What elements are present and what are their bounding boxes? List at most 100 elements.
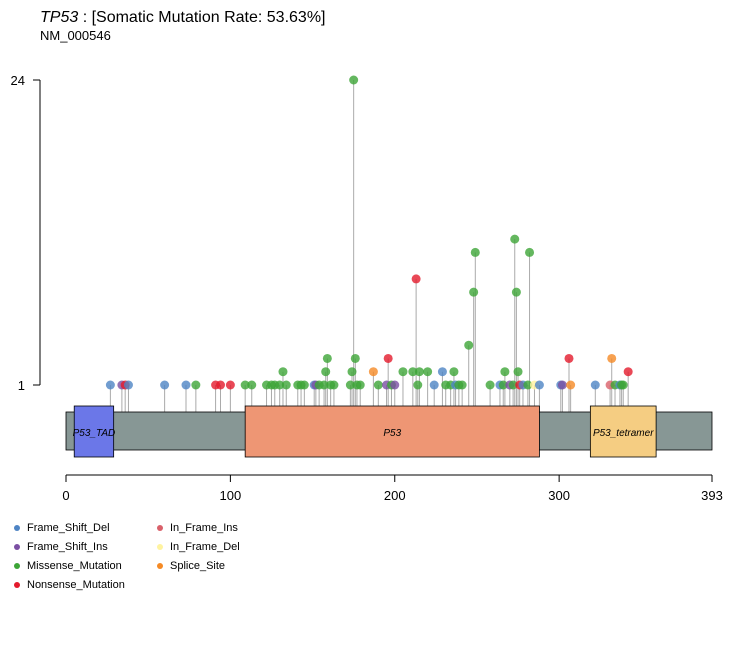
domain-p53-tetramer bbox=[589, 405, 657, 458]
mutation-marker bbox=[160, 380, 170, 390]
mutation-marker bbox=[345, 380, 355, 390]
legend-swatch bbox=[14, 524, 20, 531]
mutation-marker bbox=[511, 287, 521, 297]
legend-label: In_Frame_Del bbox=[170, 540, 240, 553]
mutation-marker bbox=[355, 380, 365, 390]
mutation-marker bbox=[414, 367, 424, 377]
x-tick-label: 0 bbox=[62, 488, 69, 503]
legend-swatch bbox=[157, 543, 163, 550]
mutation-marker bbox=[299, 380, 309, 390]
mutation-marker bbox=[566, 380, 576, 390]
mutation-marker bbox=[523, 380, 533, 390]
mutation-marker bbox=[398, 367, 408, 377]
mutation-marker bbox=[281, 380, 291, 390]
mutation-marker bbox=[437, 367, 447, 377]
mutation-marker bbox=[383, 353, 393, 363]
legend-swatch bbox=[14, 562, 20, 569]
legend-column-2: In_Frame_Ins In_Frame_Del Splice_Site bbox=[157, 518, 240, 575]
mutation-marker bbox=[469, 287, 479, 297]
legend-label: Frame_Shift_Ins bbox=[27, 540, 108, 553]
x-tick-label: 300 bbox=[548, 488, 570, 503]
domain-p53 bbox=[244, 405, 540, 458]
mutation-marker bbox=[225, 380, 235, 390]
mutation-marker bbox=[534, 380, 544, 390]
domain-label: P53 bbox=[383, 428, 401, 439]
legend-label: Nonsense_Mutation bbox=[27, 578, 125, 591]
domain-label: P53_TAD bbox=[73, 428, 116, 439]
mutation-marker bbox=[408, 367, 418, 377]
mutation-marker bbox=[247, 380, 257, 390]
mutation-marker bbox=[423, 367, 433, 377]
mutation-marker bbox=[590, 380, 600, 390]
legend-item: Nonsense_Mutation bbox=[14, 575, 125, 594]
mutation-marker bbox=[349, 75, 359, 85]
legend-column-1: Frame_Shift_Del Frame_Shift_Ins Missense_M… bbox=[14, 518, 125, 594]
mutation-marker bbox=[449, 367, 459, 377]
mutation-marker bbox=[413, 380, 423, 390]
transcript-id: NM_000546 bbox=[40, 28, 111, 43]
mutation-marker bbox=[500, 367, 510, 377]
legend-item: Frame_Shift_Ins bbox=[14, 537, 125, 556]
x-tick-label: 200 bbox=[384, 488, 406, 503]
mutation-marker bbox=[508, 380, 518, 390]
mutation-marker bbox=[564, 353, 574, 363]
legend-label: Splice_Site bbox=[170, 559, 226, 572]
y-tick-label: 24 bbox=[11, 73, 25, 88]
gene-name: TP53 bbox=[40, 9, 79, 26]
domain-label: P53_tetramer bbox=[593, 428, 654, 439]
mutation-marker bbox=[275, 380, 285, 390]
mutation-marker bbox=[618, 380, 628, 390]
mutation-marker bbox=[123, 380, 133, 390]
x-tick-label: 100 bbox=[220, 488, 242, 503]
mutation-marker bbox=[470, 247, 480, 257]
legend-swatch bbox=[14, 543, 20, 550]
mutation-marker bbox=[607, 353, 617, 363]
domain-p53-tad bbox=[73, 405, 115, 458]
mutation-marker bbox=[319, 380, 329, 390]
mutation-marker bbox=[216, 380, 226, 390]
legend-label: Missense_Mutation bbox=[27, 559, 122, 572]
mutation-marker bbox=[278, 367, 288, 377]
mutation-rate-text: : [Somatic Mutation Rate: 53.63%] bbox=[78, 9, 326, 26]
x-tick-label: 393 bbox=[701, 488, 723, 503]
legend-swatch bbox=[157, 524, 163, 531]
mutation-marker bbox=[464, 340, 474, 350]
plot-title: TP53 : [Somatic Mutation Rate: 53.63%] bbox=[40, 9, 325, 27]
mutation-marker bbox=[105, 380, 115, 390]
mutation-marker bbox=[498, 380, 508, 390]
mutation-markers bbox=[105, 75, 633, 390]
mutation-marker bbox=[191, 380, 201, 390]
mutation-marker bbox=[322, 353, 332, 363]
mutation-stems bbox=[109, 80, 629, 412]
mutation-marker bbox=[485, 380, 495, 390]
legend-label: In_Frame_Ins bbox=[170, 521, 238, 534]
x-axis: 0 100 200 300 393 bbox=[62, 474, 723, 503]
legend-swatch bbox=[14, 581, 20, 588]
mutation-marker bbox=[321, 367, 331, 377]
mutation-marker bbox=[557, 380, 567, 390]
mutation-marker bbox=[181, 380, 191, 390]
mutation-marker bbox=[373, 380, 383, 390]
mutation-marker bbox=[350, 353, 360, 363]
legend-item: In_Frame_Del bbox=[157, 537, 240, 556]
mutation-marker bbox=[457, 380, 467, 390]
legend-item: Frame_Shift_Del bbox=[14, 518, 125, 537]
mutation-marker bbox=[368, 367, 378, 377]
mutation-marker bbox=[347, 367, 357, 377]
legend-item: In_Frame_Ins bbox=[157, 518, 240, 537]
mutation-marker bbox=[623, 367, 633, 377]
legend-label: Frame_Shift_Del bbox=[27, 521, 110, 534]
legend-item: Missense_Mutation bbox=[14, 556, 125, 575]
mutation-marker bbox=[329, 380, 339, 390]
mutation-marker bbox=[411, 274, 421, 284]
legend-item: Splice_Site bbox=[157, 556, 240, 575]
mutation-marker bbox=[525, 247, 535, 257]
mutation-marker bbox=[240, 380, 250, 390]
mutation-marker bbox=[513, 367, 523, 377]
protein-track: P53_TAD P53 P53_tetramer bbox=[65, 405, 713, 458]
y-axis: 1 24 bbox=[11, 73, 41, 393]
mutation-marker bbox=[429, 380, 439, 390]
mutation-marker bbox=[390, 380, 400, 390]
mutation-marker bbox=[510, 234, 520, 244]
